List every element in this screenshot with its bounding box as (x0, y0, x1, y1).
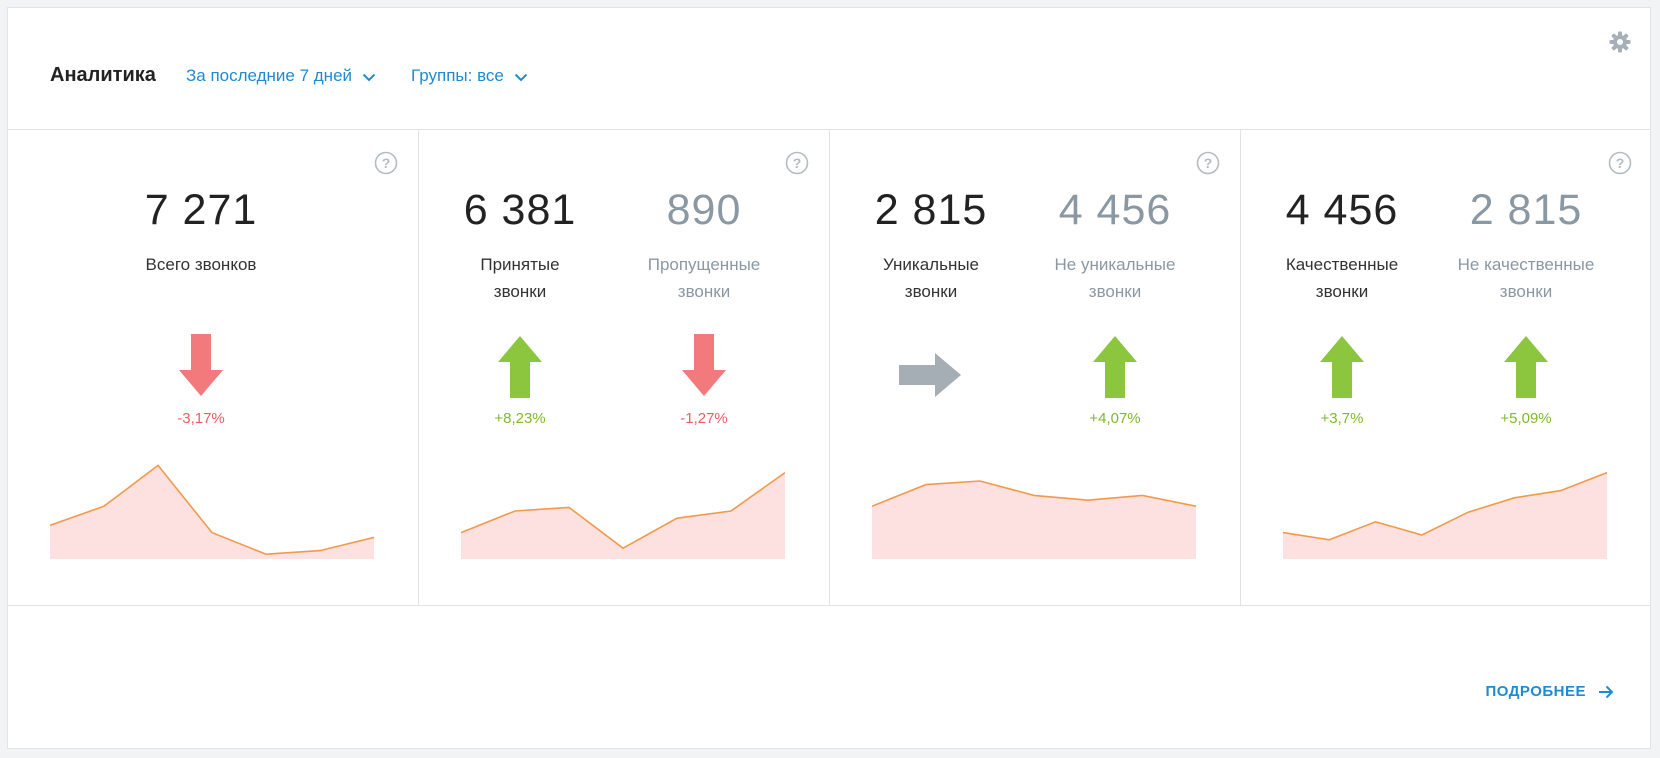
page-title: Аналитика (50, 64, 156, 86)
metric-value: 7 271 (144, 186, 258, 234)
metric-value: 6 381 (463, 186, 577, 234)
groups-filter-dropdown[interactable]: Группы: все (411, 66, 528, 87)
metric-change: +8,23% (494, 410, 546, 427)
help-icon[interactable]: ? (1608, 151, 1632, 175)
metric-change: -3,17% (177, 410, 225, 427)
metric-label: Пропущенные звонки (647, 255, 761, 301)
sparkline-area (1283, 472, 1607, 559)
panel-total-calls: ? 7 271 Всего звонков -3,17% (8, 129, 419, 605)
sparkline-line (1283, 471, 1607, 541)
arrow-down-icon (680, 334, 728, 398)
panel-quality-calls: ? 4 456 Качественные звонки +3,7% 2 815 … (1241, 129, 1652, 605)
metric-value: 2 815 (1469, 186, 1583, 234)
arrow-right-icon (1599, 685, 1614, 699)
gear-icon[interactable] (1608, 30, 1632, 54)
arrow-down-icon (177, 334, 225, 398)
sparkline-area (461, 472, 785, 559)
metric-value: 4 456 (1285, 186, 1399, 234)
sparkline-chart (872, 480, 1196, 559)
arrow-up-icon (496, 334, 544, 398)
chevron-down-icon (362, 67, 376, 87)
chevron-down-icon (514, 67, 528, 87)
arrow-up-icon (1502, 334, 1550, 398)
arrow-up-icon (1091, 334, 1139, 398)
more-details-label: ПОДРОБНЕЕ (1485, 683, 1586, 700)
metric-label: Не качественные звонки (1457, 255, 1595, 301)
panel-accepted-missed: ? 6 381 Принятые звонки +8,23% 890 Пропу… (419, 129, 830, 605)
analytics-header: Аналитика За последние 7 дней Группы: вс… (8, 8, 1650, 130)
metric-label: Не уникальные звонки (1054, 255, 1176, 301)
metric-change: +3,7% (1320, 410, 1364, 427)
metric-change: +4,07% (1089, 410, 1141, 427)
sparkline-area (50, 465, 374, 559)
svg-text:?: ? (1616, 155, 1625, 171)
help-icon[interactable]: ? (1196, 151, 1220, 175)
help-icon[interactable]: ? (374, 151, 398, 175)
sparkline-line (461, 471, 785, 550)
metric-label: Всего звонков (145, 255, 257, 274)
sparkline-chart (50, 464, 374, 559)
metric-value: 4 456 (1058, 186, 1172, 234)
metric-label: Уникальные звонки (882, 255, 980, 301)
metric-change: +5,09% (1500, 410, 1552, 427)
svg-text:?: ? (793, 155, 802, 171)
help-icon[interactable]: ? (785, 151, 809, 175)
analytics-card: Аналитика За последние 7 дней Группы: вс… (7, 7, 1651, 749)
metric-label: Принятые звонки (480, 255, 560, 301)
period-filter-label: За последние 7 дней (186, 66, 353, 85)
sparkline-chart (461, 471, 785, 559)
svg-text:?: ? (382, 155, 391, 171)
metrics-panels: ? 7 271 Всего звонков -3,17% ? 6 381 При… (8, 129, 1650, 606)
svg-text:?: ? (1204, 155, 1213, 171)
sparkline-line (872, 480, 1196, 507)
panel-unique-calls: ? 2 815 Уникальные звонки 4 456 Не уника… (830, 129, 1241, 605)
more-details-link[interactable]: ПОДРОБНЕЕ (1485, 683, 1614, 700)
period-filter-dropdown[interactable]: За последние 7 дней (186, 66, 376, 87)
sparkline-area (872, 481, 1196, 559)
metric-value: 2 815 (874, 186, 988, 234)
metric-value: 890 (666, 186, 742, 234)
groups-filter-label: Группы: все (411, 66, 504, 85)
arrow-up-icon (1318, 334, 1366, 398)
sparkline-chart (1283, 471, 1607, 559)
metric-label: Качественные звонки (1285, 255, 1399, 301)
metric-change: -1,27% (680, 410, 728, 427)
arrow-right-icon (899, 351, 963, 399)
sparkline-line (50, 464, 374, 556)
